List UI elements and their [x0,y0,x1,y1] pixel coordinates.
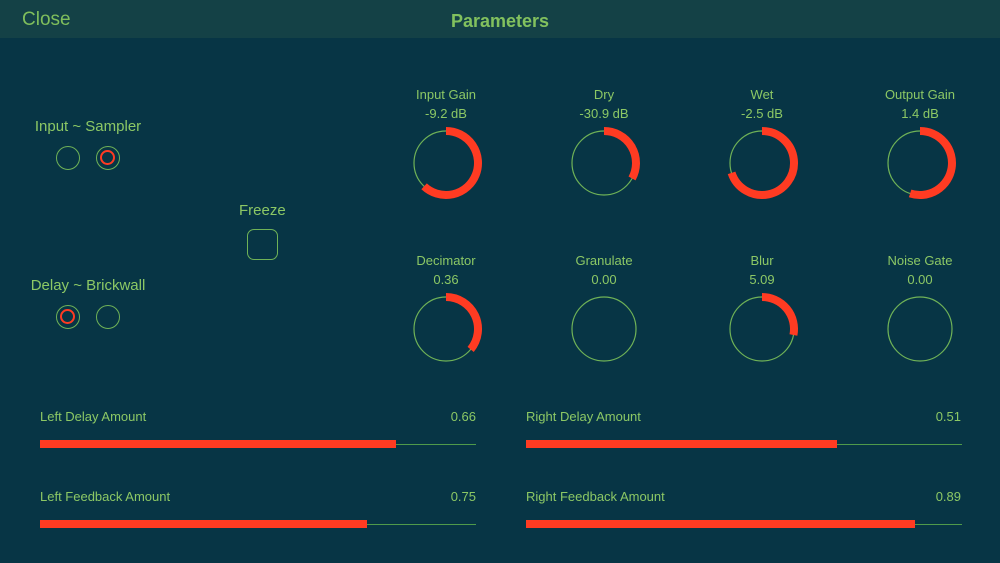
left-delay-amount-slider[interactable] [40,440,476,448]
left-feedback-amount-slider[interactable] [40,520,476,528]
slider-fill [40,440,396,448]
knob-value: 0.36 [433,272,459,287]
knob-label: Granulate [575,253,633,268]
radio-selected-indicator [60,309,75,324]
knob-value: -2.5 dB [741,106,783,121]
knob-value: 5.09 [749,272,775,287]
slider-fill [526,440,837,448]
knob-label: Input Gain [416,87,476,102]
knob-value-arc [908,127,956,199]
knob-value-arc [727,127,798,199]
knob-label: Wet [750,87,774,102]
knob-noise-gate[interactable]: Noise Gate 0.00 [860,253,980,366]
sampler-radio-option-2[interactable] [96,146,120,170]
slider-fill [526,520,915,528]
delay-radio-option-1[interactable] [56,305,80,329]
knob-decimator[interactable]: Decimator 0.36 [386,253,506,366]
knob-label: Output Gain [884,87,956,102]
knob-value: 0.00 [907,272,933,287]
knob-dial[interactable] [725,292,799,366]
knob-dial[interactable] [409,292,483,366]
knob-value: 1.4 dB [901,106,939,121]
input-radio-option-1[interactable] [56,146,80,170]
input-sampler-label: Input ~ Sampler [34,118,142,135]
knob-dial[interactable] [409,126,483,200]
knob-value: -30.9 dB [579,106,629,121]
right-delay-amount-value: 0.51 [935,409,961,424]
knob-label: Blur [750,253,774,268]
left-delay-amount-label: Left Delay Amount [40,409,147,424]
knob-value-arc [445,293,482,352]
right-delay-amount-label: Right Delay Amount [526,409,641,424]
knob-dial[interactable] [883,126,957,200]
knob-dry[interactable]: Dry -30.9 dB [544,87,664,200]
knob-value: 0.00 [591,272,617,287]
knob-granulate[interactable]: Granulate 0.00 [544,253,664,366]
knob-label: Dry [593,87,615,102]
close-button[interactable]: Close [22,9,71,30]
knob-dial[interactable] [567,126,641,200]
knob-label: Noise Gate [887,253,953,268]
top-bar: Close Parameters [0,0,1000,38]
knob-label: Decimator [416,253,476,268]
right-feedback-amount-slider[interactable] [526,520,962,528]
left-delay-amount-value: 0.66 [450,409,476,424]
knob-outline [887,296,953,362]
knob-blur[interactable]: Blur 5.09 [702,253,822,366]
knob-wet[interactable]: Wet -2.5 dB [702,87,822,200]
knob-outline [571,296,637,362]
right-feedback-amount-value: 0.89 [935,489,961,504]
left-feedback-amount-label: Left Feedback Amount [40,489,171,504]
delay-brickwall-label: Delay ~ Brickwall [30,277,146,294]
slider-fill [40,520,367,528]
knob-output-gain[interactable]: Output Gain 1.4 dB [860,87,980,200]
knob-dial[interactable] [725,126,799,200]
right-delay-amount-slider[interactable] [526,440,962,448]
brickwall-radio-option-2[interactable] [96,305,120,329]
knob-dial[interactable] [883,292,957,366]
knob-value: -9.2 dB [425,106,467,121]
knob-dial[interactable] [567,292,641,366]
right-feedback-amount-label: Right Feedback Amount [526,489,665,504]
freeze-label: Freeze [239,202,286,219]
left-feedback-amount-value: 0.75 [450,489,476,504]
knob-value-arc [421,127,482,199]
page-title: Parameters [450,11,550,31]
freeze-toggle[interactable] [247,229,278,260]
knob-value-arc [761,293,798,336]
radio-selected-indicator [100,150,115,165]
knob-input-gain[interactable]: Input Gain -9.2 dB [386,87,506,200]
knob-value-arc [603,127,640,181]
